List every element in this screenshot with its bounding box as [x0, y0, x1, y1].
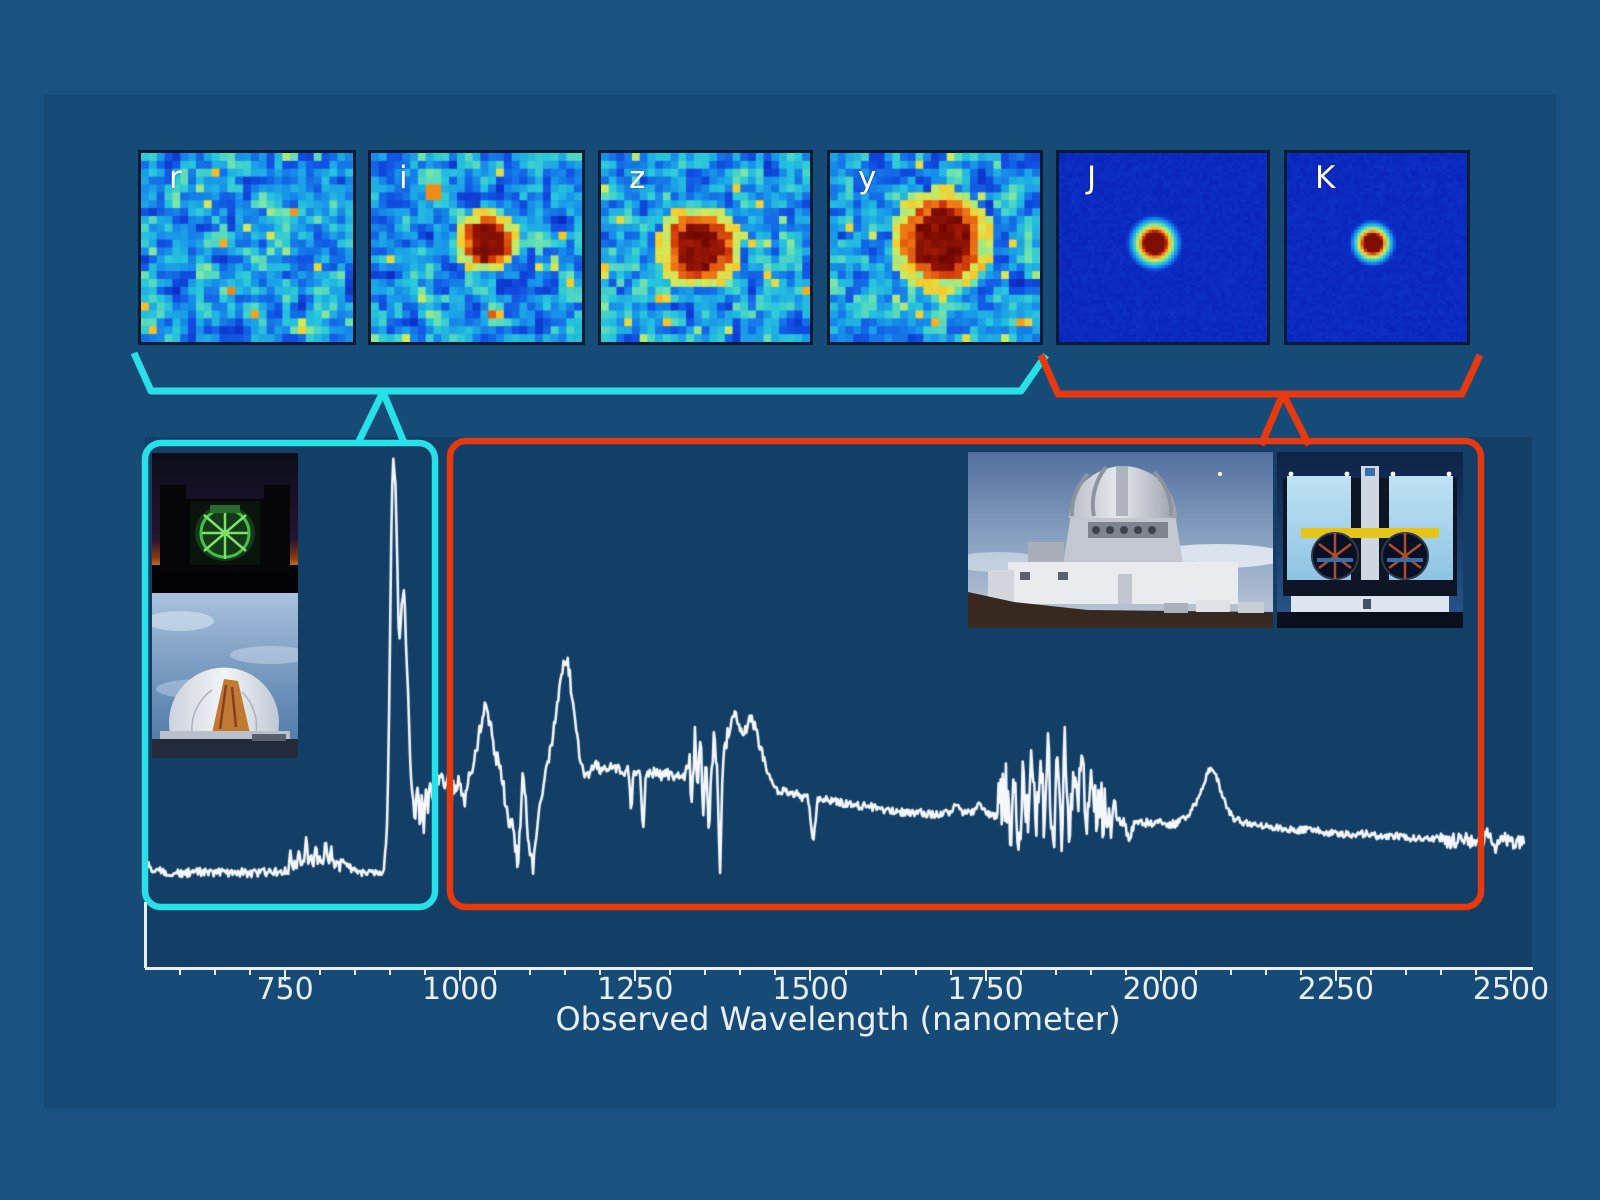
x-axis-minor-tick — [1054, 969, 1057, 975]
x-axis-tick-label: 1750 — [947, 972, 1024, 1007]
infrared-bracket-pointer — [1257, 390, 1313, 447]
x-axis-tick-label: 2500 — [1472, 972, 1550, 1007]
band-cutout-J: J — [1056, 150, 1270, 345]
x-axis-minor-tick — [1369, 969, 1372, 975]
band-cutout-K: K — [1284, 150, 1470, 345]
band-label-r: r — [169, 160, 182, 196]
x-axis-minor-tick — [669, 969, 672, 975]
x-axis-minor-tick — [1264, 969, 1267, 975]
x-axis-title: Observed Wavelength (nanometer) — [555, 1000, 1121, 1038]
band-cutout-z: z — [598, 150, 813, 345]
band-label-J: J — [1087, 160, 1097, 196]
x-axis-minor-tick — [844, 969, 847, 975]
x-axis-minor-tick — [1229, 969, 1232, 975]
band-cutout-r: r — [138, 150, 356, 345]
x-axis-minor-tick — [1089, 969, 1092, 975]
x-axis-minor-tick — [704, 969, 707, 975]
optical-region-box — [141, 439, 439, 911]
x-axis-minor-tick — [1299, 969, 1302, 975]
x-axis-major-tick — [284, 969, 287, 981]
x-axis-minor-tick — [1474, 969, 1477, 975]
x-axis-minor-tick — [424, 969, 427, 975]
x-axis-minor-tick — [1194, 969, 1197, 975]
x-axis-minor-tick — [354, 969, 357, 975]
band-label-i: i — [399, 160, 408, 196]
x-axis-minor-tick — [179, 969, 182, 975]
x-axis-major-tick — [809, 969, 812, 981]
infrared-region-box — [446, 437, 1485, 911]
x-axis-minor-tick — [389, 969, 392, 975]
x-axis-minor-tick — [1019, 969, 1022, 975]
x-axis-minor-tick — [249, 969, 252, 975]
x-axis-major-tick — [1509, 969, 1512, 981]
x-axis-minor-tick — [599, 969, 602, 975]
y-axis-spine-stub — [144, 902, 147, 968]
x-axis-minor-tick — [774, 969, 777, 975]
x-axis-minor-tick — [739, 969, 742, 975]
x-axis-minor-tick — [319, 969, 322, 975]
x-axis-minor-tick — [564, 969, 567, 975]
x-axis-minor-tick — [1439, 969, 1442, 975]
band-label-K: K — [1315, 160, 1336, 196]
band-cutout-y: y — [827, 150, 1043, 345]
band-label-z: z — [629, 160, 646, 196]
x-axis-minor-tick — [494, 969, 497, 975]
x-axis-major-tick — [1159, 969, 1162, 981]
x-axis-tick-label: 1250 — [597, 972, 674, 1007]
x-axis-minor-tick — [529, 969, 532, 975]
spectrum-line-canvas — [145, 437, 1532, 968]
x-axis-minor-tick — [949, 969, 952, 975]
x-axis-tick-label: 1000 — [422, 972, 499, 1007]
optical-bracket — [130, 351, 1049, 395]
band-cutout-i: i — [368, 150, 585, 345]
optical-bracket-pointer — [353, 388, 409, 447]
x-axis-minor-tick — [879, 969, 882, 975]
x-axis-minor-tick — [214, 969, 217, 975]
x-axis-tick-label: 1500 — [772, 972, 849, 1007]
x-axis-minor-tick — [914, 969, 917, 975]
x-axis-spine — [145, 967, 1533, 970]
x-axis-major-tick — [634, 969, 637, 981]
x-axis-major-tick — [459, 969, 462, 981]
x-axis-tick-label: 2000 — [1122, 972, 1199, 1007]
band-label-y: y — [858, 160, 877, 196]
x-axis-minor-tick — [1404, 969, 1407, 975]
x-axis-tick-label: 2250 — [1297, 972, 1375, 1007]
x-axis-major-tick — [984, 969, 987, 981]
x-axis-minor-tick — [1124, 969, 1127, 975]
x-axis-tick-label: 750 — [256, 972, 314, 1007]
infrared-bracket — [1037, 353, 1484, 398]
x-axis-major-tick — [1334, 969, 1337, 981]
